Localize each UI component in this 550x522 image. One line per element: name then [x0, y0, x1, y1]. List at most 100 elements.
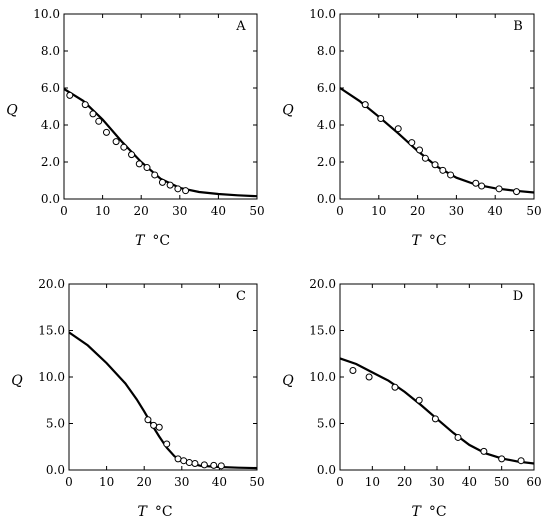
data-point: [200, 461, 208, 469]
data-point: [447, 171, 455, 179]
data-point: [431, 415, 439, 423]
x-axis-label: T °C: [411, 504, 446, 520]
data-point: [166, 181, 174, 189]
x-tick-label: 40: [211, 204, 226, 218]
x-axis-label: T °C: [411, 233, 446, 249]
y-tick-label: 20.0: [38, 277, 65, 291]
y-tick-label: 4.0: [41, 118, 60, 132]
x-tick-label: 50: [249, 475, 264, 489]
data-point: [102, 128, 110, 136]
data-point: [120, 143, 128, 151]
y-tick-label: 10.0: [309, 370, 336, 384]
data-point: [182, 187, 190, 195]
data-point: [66, 91, 74, 99]
data-point: [112, 138, 120, 146]
y-tick-label: 5.0: [317, 417, 336, 431]
x-tick-label: 50: [494, 475, 509, 489]
data-point: [81, 101, 89, 109]
y-tick-label: 2.0: [317, 155, 336, 169]
data-point: [185, 459, 193, 467]
x-axis-label: T °C: [137, 504, 172, 520]
data-point: [174, 185, 182, 193]
y-tick-label: 10.0: [33, 7, 60, 21]
data-point: [480, 447, 488, 455]
data-point: [415, 396, 423, 404]
data-point: [143, 164, 151, 172]
x-tick-label: 20: [410, 204, 425, 218]
data-point: [144, 416, 152, 424]
data-point: [454, 433, 462, 441]
y-axis-label: Q: [282, 103, 294, 119]
x-tick-label: 60: [526, 475, 541, 489]
panel-c: 0 10 20 30 40 50 0.0 5.0 10.0 15.0 20.0 T °C Q C: [11, 277, 264, 520]
y-tick-label: 0.0: [41, 192, 60, 206]
y-tick-label: 6.0: [41, 81, 60, 95]
data-point: [180, 457, 188, 465]
data-point: [421, 154, 429, 162]
x-tick-label: 40: [488, 204, 503, 218]
plot-frame: [339, 13, 535, 200]
y-axis-label: Q: [282, 373, 294, 389]
data-point: [431, 161, 439, 169]
x-tick-label: 10: [365, 475, 380, 489]
x-tick-label: 0: [65, 475, 73, 489]
data-point: [361, 101, 369, 109]
data-point: [89, 110, 97, 118]
panel-letter: D: [513, 289, 523, 304]
x-tick-label: 0: [336, 475, 344, 489]
data-point: [128, 151, 136, 159]
y-tick-label: 5.0: [46, 417, 65, 431]
x-tick-label: 40: [462, 475, 477, 489]
data-point: [163, 440, 171, 448]
data-point: [150, 421, 158, 429]
x-tick-label: 30: [449, 204, 464, 218]
y-tick-label: 2.0: [41, 155, 60, 169]
plot-frame: [63, 13, 258, 200]
panel-b: 0 10 20 30 40 50 0.0 2.0 4.0 6.0 8.0 10.0 T °C Q B: [282, 7, 541, 249]
x-tick-label: 10: [99, 475, 114, 489]
data-point: [365, 373, 373, 381]
data-point: [135, 160, 143, 168]
y-axis-label: Q: [6, 103, 18, 119]
data-point: [408, 139, 416, 147]
panel-d: 0 10 20 30 40 50 60 0.0 5.0 10.0 15.0 20.0 T °C Q D: [282, 277, 541, 520]
data-point: [174, 455, 182, 463]
x-tick-label: 10: [371, 204, 386, 218]
x-tick-label: 50: [526, 204, 541, 218]
panel-letter: C: [236, 289, 246, 304]
y-tick-label: 0.0: [46, 463, 65, 477]
data-point: [210, 461, 218, 469]
data-point: [513, 188, 521, 196]
y-tick-label: 15.0: [38, 324, 65, 338]
x-tick-label: 20: [134, 204, 149, 218]
data-point: [391, 383, 399, 391]
panel-letter: B: [513, 19, 523, 34]
x-tick-label: 30: [429, 475, 444, 489]
fitted-curve: [339, 87, 535, 194]
data-point: [472, 179, 480, 187]
data-point: [95, 117, 103, 125]
data-point: [439, 166, 447, 174]
data-point: [377, 115, 385, 123]
x-tick-label: 50: [249, 204, 264, 218]
data-point: [478, 182, 486, 190]
y-tick-label: 6.0: [317, 81, 336, 95]
y-tick-label: 10.0: [309, 7, 336, 21]
y-tick-label: 0.0: [317, 463, 336, 477]
y-tick-label: 15.0: [309, 324, 336, 338]
x-tick-label: 0: [60, 204, 68, 218]
panel-letter: A: [235, 19, 246, 34]
data-point: [217, 462, 225, 470]
data-point: [158, 178, 166, 186]
y-axis-label: Q: [11, 373, 23, 389]
x-tick-label: 20: [137, 475, 152, 489]
data-point: [349, 366, 357, 374]
y-tick-label: 10.0: [38, 370, 65, 384]
y-tick-label: 20.0: [309, 277, 336, 291]
data-point: [155, 423, 163, 431]
x-tick-label: 20: [397, 475, 412, 489]
y-tick-label: 8.0: [317, 44, 336, 58]
x-tick-label: 30: [172, 204, 187, 218]
y-tick-label: 0.0: [317, 192, 336, 206]
